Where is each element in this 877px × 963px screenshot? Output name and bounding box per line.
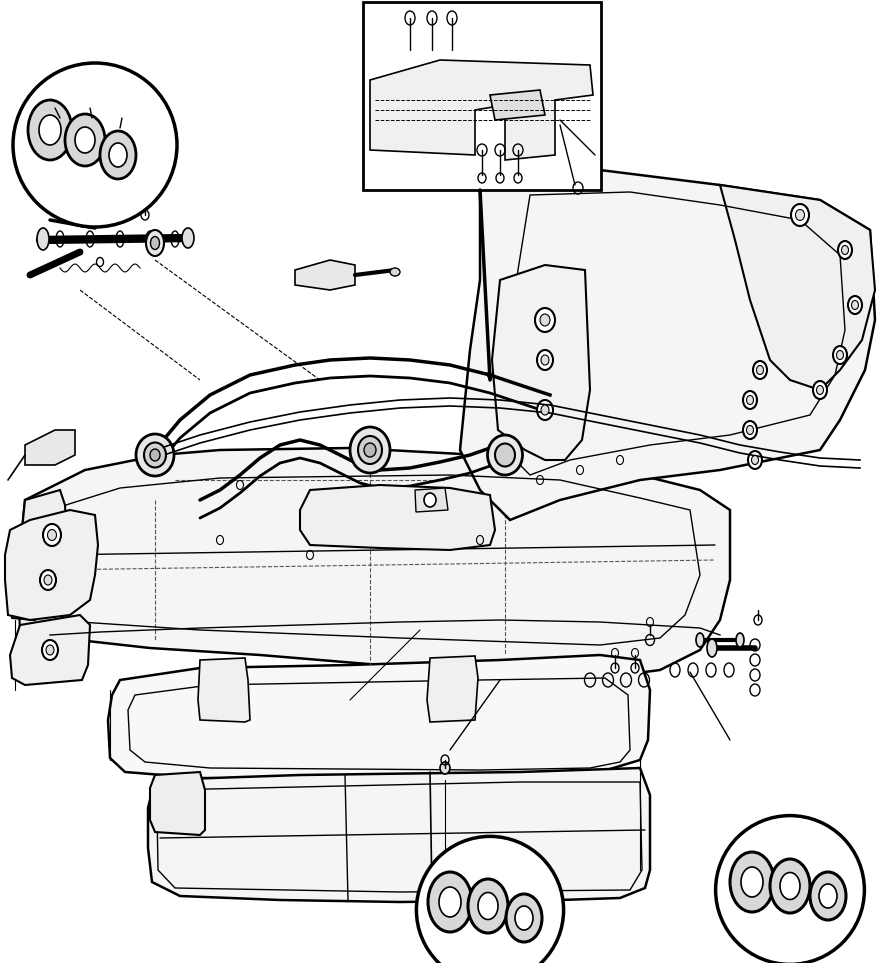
Ellipse shape [46,645,54,655]
Ellipse shape [743,391,757,409]
Ellipse shape [424,493,436,507]
Polygon shape [10,525,35,620]
Ellipse shape [182,228,194,248]
Ellipse shape [506,894,542,942]
Ellipse shape [515,906,533,930]
Ellipse shape [150,449,160,461]
Ellipse shape [39,115,61,145]
Ellipse shape [842,246,849,254]
Ellipse shape [696,633,704,647]
Ellipse shape [358,436,382,464]
Ellipse shape [44,575,52,585]
Ellipse shape [350,427,390,473]
Ellipse shape [428,872,472,932]
Ellipse shape [440,762,450,774]
Ellipse shape [833,346,847,364]
Ellipse shape [746,396,753,404]
Ellipse shape [707,639,717,657]
Ellipse shape [780,872,800,899]
Polygon shape [108,655,650,780]
Polygon shape [10,615,90,685]
Ellipse shape [852,300,859,309]
Ellipse shape [535,308,555,332]
Ellipse shape [65,114,105,166]
Ellipse shape [437,932,449,948]
Ellipse shape [478,893,498,920]
Ellipse shape [37,228,49,250]
Polygon shape [295,260,355,290]
Ellipse shape [495,444,515,466]
Ellipse shape [748,451,762,469]
Ellipse shape [47,530,56,540]
Bar [363,2,601,190]
Ellipse shape [390,268,400,276]
Circle shape [716,816,865,963]
Ellipse shape [736,633,744,647]
Ellipse shape [813,381,827,399]
Polygon shape [18,448,730,678]
Ellipse shape [151,237,160,249]
Ellipse shape [146,230,164,256]
Ellipse shape [364,443,376,457]
Ellipse shape [730,852,774,912]
Ellipse shape [434,908,446,922]
Polygon shape [720,185,875,390]
Polygon shape [460,170,875,520]
Polygon shape [5,510,98,620]
Polygon shape [150,772,205,835]
Polygon shape [300,485,495,550]
Ellipse shape [100,131,136,179]
Ellipse shape [816,385,824,395]
Ellipse shape [468,879,508,933]
Polygon shape [148,768,650,902]
Circle shape [417,837,564,963]
Ellipse shape [42,640,58,660]
Ellipse shape [537,350,553,370]
Ellipse shape [743,421,757,439]
Ellipse shape [819,884,837,908]
Ellipse shape [757,366,764,375]
Ellipse shape [437,912,443,919]
Ellipse shape [440,936,446,944]
Ellipse shape [837,351,844,359]
Polygon shape [427,656,478,722]
Polygon shape [492,265,590,460]
Polygon shape [25,430,75,465]
Ellipse shape [795,210,804,221]
Ellipse shape [741,867,763,897]
Ellipse shape [136,434,174,476]
Ellipse shape [540,314,550,326]
Ellipse shape [746,426,753,434]
Ellipse shape [838,241,852,259]
Ellipse shape [75,127,95,153]
Ellipse shape [439,887,461,917]
Ellipse shape [770,859,810,913]
Ellipse shape [541,405,549,415]
Polygon shape [490,90,545,120]
Polygon shape [18,490,68,635]
Ellipse shape [488,435,523,475]
Ellipse shape [752,455,759,464]
Polygon shape [198,658,250,722]
Ellipse shape [28,100,72,160]
Ellipse shape [791,204,809,226]
Ellipse shape [541,355,549,365]
Circle shape [13,63,177,227]
Ellipse shape [753,361,767,379]
Ellipse shape [144,443,166,467]
Ellipse shape [537,400,553,420]
Ellipse shape [109,143,127,167]
Ellipse shape [848,296,862,314]
Polygon shape [370,60,593,160]
Polygon shape [415,488,448,512]
Ellipse shape [43,524,61,546]
Ellipse shape [40,570,56,590]
Ellipse shape [810,872,846,920]
